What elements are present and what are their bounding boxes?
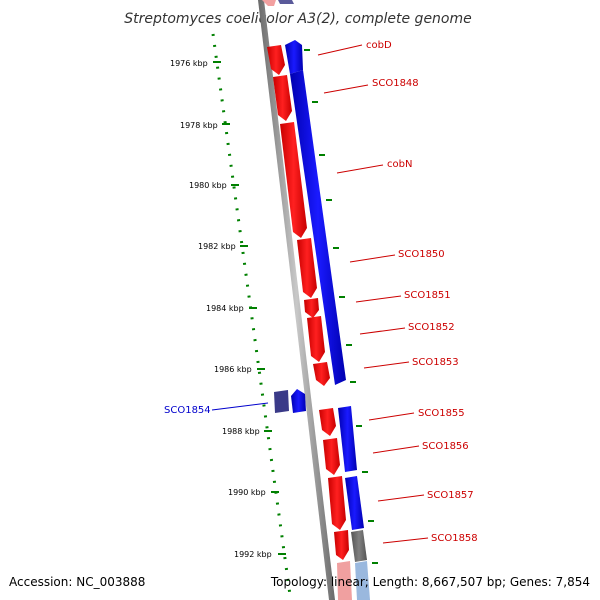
scale-label: 1988 kbp xyxy=(222,427,260,436)
gene-label: SCO1853 xyxy=(412,357,459,368)
forward-gene xyxy=(262,0,276,6)
gene-SCO1856 xyxy=(323,438,340,475)
gene-cobN xyxy=(280,122,307,238)
accession-text: Accession: NC_003888 xyxy=(9,575,145,589)
scale-label: 1982 kbp xyxy=(198,242,236,251)
gene-SCO1850 xyxy=(297,238,317,298)
scale-label: 1978 kbp xyxy=(180,121,218,130)
gene-label: cobN xyxy=(387,159,412,170)
gene-label: SCO1858 xyxy=(431,533,478,544)
gene-SCO1853 xyxy=(313,362,330,386)
top-partial-genes xyxy=(262,0,294,6)
gene-label: SCO1850 xyxy=(398,249,445,260)
gene-label: cobD xyxy=(366,40,392,51)
forward-genes-lower xyxy=(319,408,352,600)
gene-label: SCO1855 xyxy=(418,408,465,419)
scale-label: 1976 kbp xyxy=(170,59,208,68)
track-ticks xyxy=(304,49,378,564)
gene-SCO1854-b xyxy=(291,389,306,413)
gene-other xyxy=(351,530,367,562)
gene-label: SCO1852 xyxy=(408,322,455,333)
gene-labels: cobD SCO1848 cobN SCO1850 SCO1851 SCO185… xyxy=(164,40,478,544)
gene-label: SCO1857 xyxy=(427,490,474,501)
gene-cobD-rev xyxy=(285,40,303,74)
gene-SCO1855 xyxy=(319,408,336,436)
gene-SCO1851 xyxy=(304,298,319,318)
gene-rev-3 xyxy=(345,476,364,530)
gene-rev-1 xyxy=(290,70,346,385)
gene-label: SCO1848 xyxy=(372,78,419,89)
leader-lines xyxy=(211,44,429,544)
scale-label: 1986 kbp xyxy=(214,365,252,374)
scale-ruler xyxy=(211,33,292,596)
forward-genes-upper xyxy=(267,45,330,386)
gene-SCO1848 xyxy=(273,75,292,121)
scale-label: 1980 kbp xyxy=(189,181,227,190)
gene-rev-bottom xyxy=(355,561,370,600)
gene-label: SCO1851 xyxy=(404,290,451,301)
scale-ticks xyxy=(213,61,286,555)
gene-SCO1854 xyxy=(274,390,289,413)
sco1854-genes xyxy=(274,389,306,413)
reverse-genes-lower xyxy=(338,406,370,600)
genome-backbone xyxy=(258,0,335,600)
gene-cobD xyxy=(267,45,285,75)
gene-SCO1858 xyxy=(334,530,349,560)
gene-label: SCO1854 xyxy=(164,405,211,416)
backbone-strip xyxy=(258,0,335,600)
reverse-genes-upper xyxy=(285,40,346,385)
gene-SCO1852 xyxy=(307,316,325,362)
scale-label: 1984 kbp xyxy=(206,304,244,313)
gene-label: SCO1856 xyxy=(422,441,469,452)
genome-summary-text: Topology: linear; Length: 8,667,507 bp; … xyxy=(270,575,590,589)
gene-bottom-red xyxy=(337,561,352,600)
scale-labels: 1976 kbp 1978 kbp 1980 kbp 1982 kbp 1984… xyxy=(170,59,272,559)
map-title: Streptomyces coelicolor A3(2), complete … xyxy=(124,11,472,27)
scale-dotted-line xyxy=(211,33,292,596)
scale-label: 1990 kbp xyxy=(228,488,266,497)
gene-rev-2 xyxy=(338,406,357,472)
gene-SCO1857 xyxy=(328,476,346,530)
scale-label: 1992 kbp xyxy=(234,550,272,559)
reverse-gene xyxy=(278,0,294,4)
